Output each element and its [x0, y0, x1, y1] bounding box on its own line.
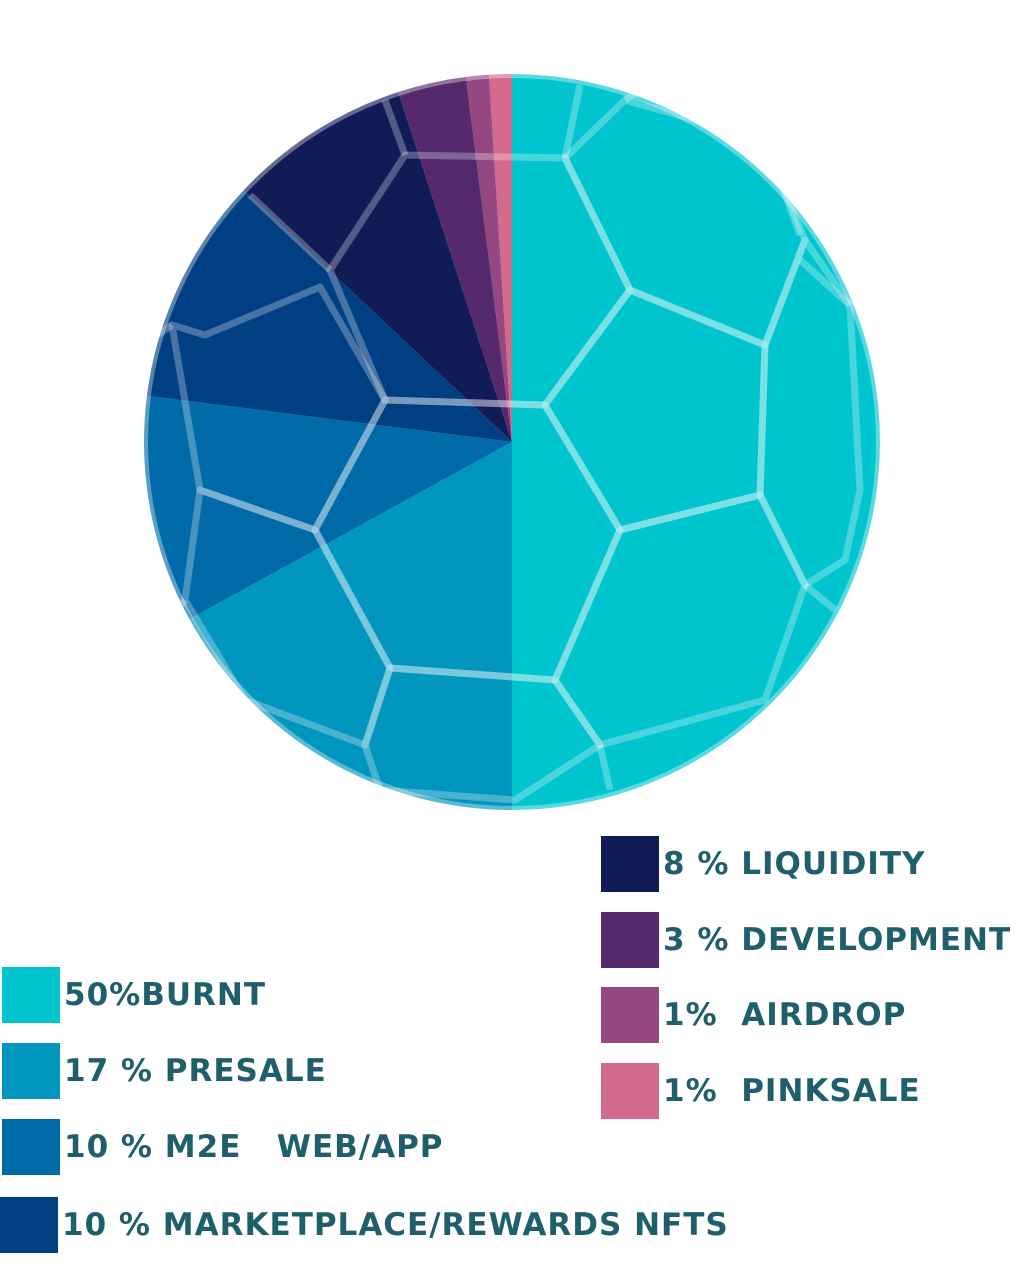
legend-swatch — [2, 1043, 60, 1099]
legend-swatch — [601, 836, 659, 892]
pie-slice-5 — [398, 76, 512, 443]
legend-label: 1% PINKSALE — [663, 1073, 921, 1109]
legend-swatch — [601, 1063, 659, 1119]
pie-slice-6 — [465, 74, 512, 442]
pie-slices — [143, 74, 880, 811]
legend-label: 3 % DEVELOPMENT — [663, 922, 1012, 958]
pie-slice-7 — [488, 74, 512, 442]
pie-slice-2 — [143, 395, 512, 620]
legend-swatch — [2, 1119, 60, 1175]
legend-label: 10 % M2E WEB/APP — [64, 1129, 444, 1165]
legend-label: 17 % PRESALE — [64, 1053, 327, 1089]
legend-item-5: 3 % DEVELOPMENT — [601, 912, 1011, 968]
legend-label: 50%BURNT — [64, 977, 266, 1013]
pie-slice-4 — [243, 92, 513, 442]
legend-item-1: 17 % PRESALE — [2, 1043, 327, 1099]
legend-label: 10 % MARKETPLACE/REWARDS NFTS — [62, 1207, 729, 1243]
legend-item-3: 10 % MARKETPLACE/REWARDS NFTS — [0, 1197, 729, 1253]
legend-item-7: 1% PINKSALE — [601, 1063, 921, 1119]
legend-item-6: 1% AIRDROP — [601, 987, 906, 1043]
legend-label: 8 % LIQUIDITY — [663, 846, 926, 882]
legend-item-4: 8 % LIQUIDITY — [601, 836, 925, 892]
legend-swatch — [2, 967, 60, 1023]
legend-item-2: 10 % M2E WEB/APP — [2, 1119, 444, 1175]
legend-label: 1% AIRDROP — [663, 997, 907, 1033]
pie-slice-0 — [512, 74, 880, 810]
soccer-ball-overlay — [148, 75, 864, 804]
pie-chart — [140, 70, 884, 814]
ball-rim — [140, 70, 884, 814]
pie-slice-1 — [189, 442, 512, 811]
legend-swatch — [601, 912, 659, 968]
legend-item-0: 50%BURNT — [2, 967, 266, 1023]
pie-slice-3 — [146, 190, 512, 442]
legend-swatch — [0, 1197, 58, 1253]
legend-swatch — [601, 987, 659, 1043]
